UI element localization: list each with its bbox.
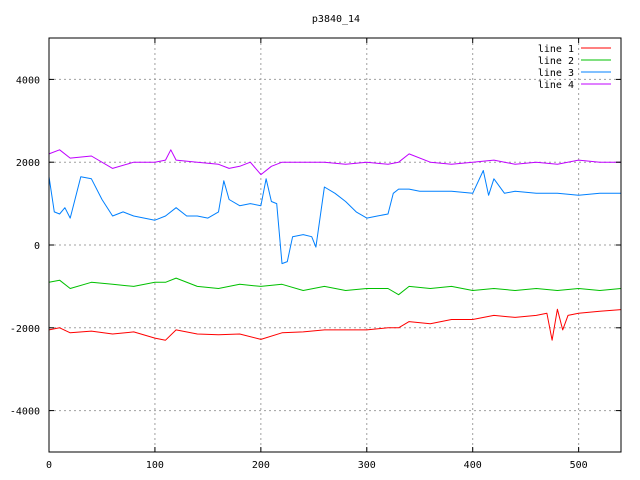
- x-tick-label: 500: [570, 460, 588, 471]
- series-line-3: [48, 170, 621, 265]
- x-tick-label: 0: [46, 460, 52, 471]
- legend-label-4: line 4: [538, 80, 574, 91]
- series-lines: [48, 149, 622, 341]
- y-tick-label: -2000: [10, 324, 40, 335]
- y-tick-label: -4000: [10, 407, 40, 418]
- series-line-4: [48, 149, 621, 176]
- axis-ticks: 0 100 200 300 400 500 -4000 -2000 0 2000 4000: [10, 38, 621, 471]
- series-line-1: [48, 308, 622, 341]
- x-tick-label: 100: [146, 460, 164, 471]
- y-tick-label: 2000: [16, 158, 40, 169]
- legend-label-2: line 2: [538, 56, 574, 67]
- x-tick-label: 400: [464, 460, 482, 471]
- y-tick-label: 4000: [16, 75, 40, 86]
- x-tick-label: 200: [252, 460, 270, 471]
- x-tick-label: 300: [358, 460, 376, 471]
- chart-title: p3840_14: [312, 14, 360, 25]
- legend-label-1: line 1: [538, 44, 574, 55]
- grid: [49, 38, 621, 452]
- y-tick-label: 0: [34, 241, 40, 252]
- series-line-2: [48, 277, 622, 296]
- legend-label-3: line 3: [538, 68, 574, 79]
